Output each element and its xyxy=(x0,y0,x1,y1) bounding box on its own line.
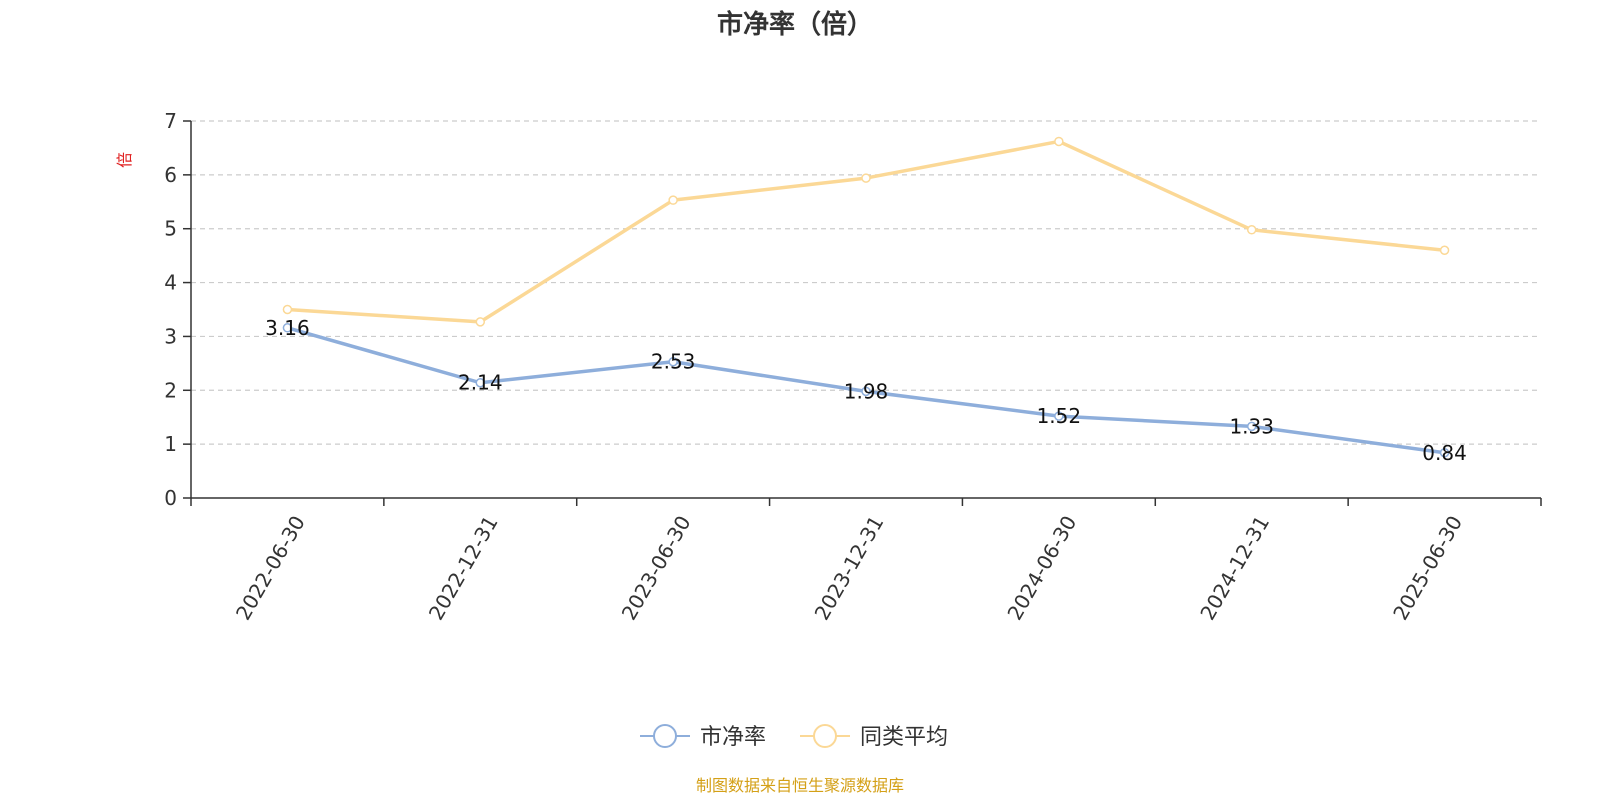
data-labels: 3.16 2.14 2.53 1.98 1.52 1.33 0.84 xyxy=(265,316,1467,465)
legend[interactable]: 市净率 同类平均 xyxy=(640,724,948,750)
data-point[interactable] xyxy=(1054,136,1064,147)
x-tick-label: 2025-06-30 xyxy=(1388,512,1467,625)
data-label: 1.52 xyxy=(1037,404,1082,428)
data-point[interactable] xyxy=(1439,245,1450,256)
data-point[interactable] xyxy=(668,356,678,367)
legend-label: 市净率 xyxy=(700,725,766,750)
x-tick-label: 2022-12-31 xyxy=(424,512,503,625)
legend-label: 同类平均 xyxy=(860,725,948,750)
data-point[interactable] xyxy=(861,173,871,183)
y-tick-label: 2 xyxy=(164,378,177,402)
data-point[interactable] xyxy=(475,317,486,327)
data-point[interactable] xyxy=(1439,448,1450,458)
x-tick-label: 2024-12-31 xyxy=(1195,512,1274,625)
y-tick-label: 7 xyxy=(164,109,177,133)
y-tick-label: 1 xyxy=(164,432,177,456)
legend-item[interactable]: 同类平均 xyxy=(800,724,948,750)
data-point[interactable] xyxy=(1246,225,1257,235)
data-label: 1.98 xyxy=(844,379,889,403)
y-tick-label: 4 xyxy=(164,271,177,295)
y-tick-label: 5 xyxy=(164,217,177,241)
y-tick-label: 6 xyxy=(164,163,177,187)
x-tick-label: 2023-06-30 xyxy=(617,512,696,625)
data-point[interactable] xyxy=(1246,421,1257,432)
legend-marker xyxy=(653,724,677,748)
data-label: 3.16 xyxy=(265,316,310,340)
x-tick-label: 2022-06-30 xyxy=(231,512,310,625)
chart-title: 市净率（倍） xyxy=(717,9,873,40)
data-point[interactable] xyxy=(282,304,293,315)
x-tick-label: 2023-12-31 xyxy=(810,512,889,625)
data-point[interactable] xyxy=(668,195,678,205)
data-point[interactable] xyxy=(861,386,871,397)
source-note: 制图数据来自恒生聚源数据库 xyxy=(696,776,904,795)
y-tick-label: 3 xyxy=(164,324,177,348)
data-point[interactable] xyxy=(475,377,486,388)
series-lines xyxy=(282,136,1450,458)
data-label: 0.84 xyxy=(1422,441,1467,465)
data-point[interactable] xyxy=(1054,411,1064,421)
data-label: 2.14 xyxy=(458,371,503,395)
data-label: 1.33 xyxy=(1229,414,1274,438)
series-line xyxy=(287,139,1445,324)
legend-marker xyxy=(813,724,837,748)
y-tick-label: 0 xyxy=(164,486,177,510)
data-point[interactable] xyxy=(282,323,293,333)
legend-item[interactable]: 市净率 xyxy=(640,724,766,750)
data-label: 2.53 xyxy=(651,350,696,374)
x-tick-label: 2024-06-30 xyxy=(1002,512,1081,625)
axes: 0 1 2 3 4 5 6 7 2022-06-30 2022-12-31 2023-06-30 20… xyxy=(164,109,1542,625)
y-axis-label: 倍 xyxy=(115,152,134,168)
